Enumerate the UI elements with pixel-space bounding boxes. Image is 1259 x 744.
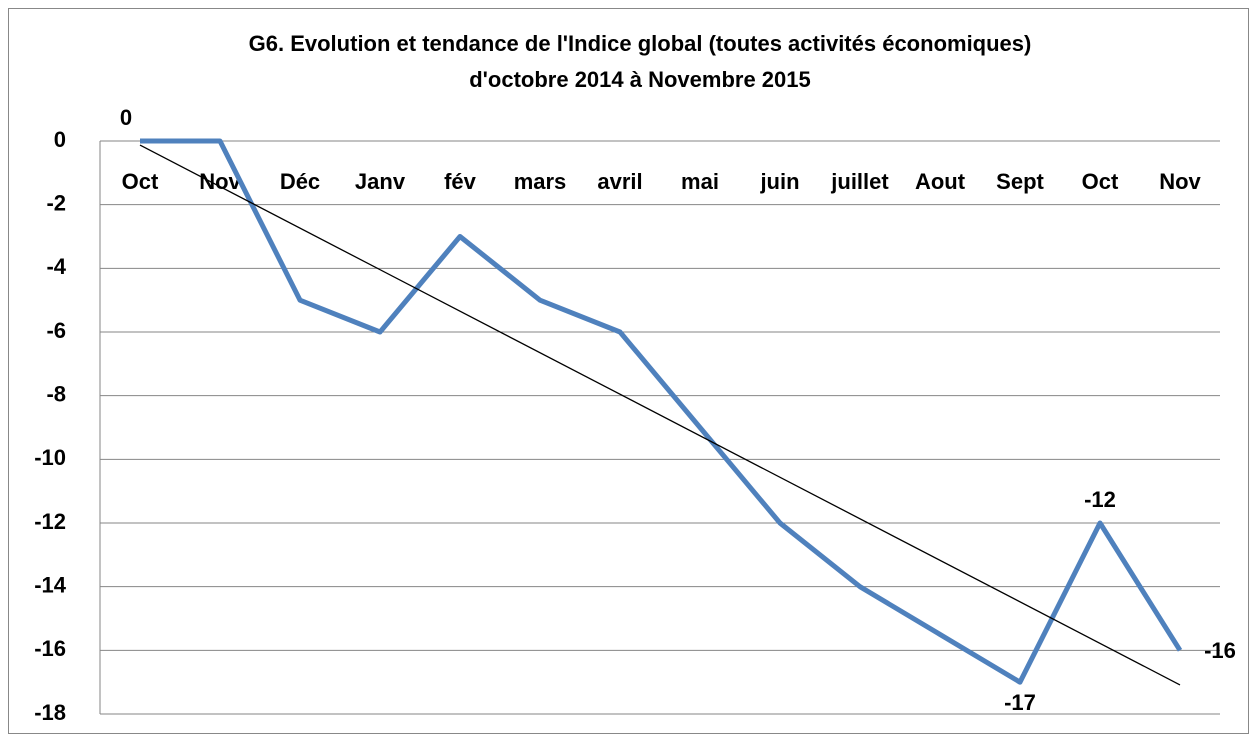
chart-frame <box>8 8 1249 734</box>
y-tick-label: -18 <box>34 700 66 725</box>
x-tick-label: Oct <box>122 169 159 194</box>
x-tick-label: juin <box>759 169 799 194</box>
data-label: -17 <box>1004 690 1036 715</box>
y-tick-label: -4 <box>46 254 66 279</box>
x-tick-label: Nov <box>1159 169 1201 194</box>
x-tick-label: fév <box>444 169 477 194</box>
x-tick-label: Aout <box>915 169 966 194</box>
x-tick-label: Janv <box>355 169 406 194</box>
data-label: -16 <box>1204 638 1236 663</box>
x-tick-label: juillet <box>830 169 889 194</box>
x-tick-label: avril <box>597 169 642 194</box>
y-tick-label: -6 <box>46 318 66 343</box>
y-tick-label: -12 <box>34 509 66 534</box>
x-tick-label: mai <box>681 169 719 194</box>
y-tick-label: -8 <box>46 381 66 406</box>
trendline <box>139 144 1181 686</box>
x-tick-label: Oct <box>1082 169 1119 194</box>
x-tick-label: mars <box>514 169 567 194</box>
data-label: -12 <box>1084 487 1116 512</box>
y-tick-label: -10 <box>34 445 66 470</box>
x-tick-label: Sept <box>996 169 1044 194</box>
chart-title: G6. Evolution et tendance de l'Indice gl… <box>248 31 1032 92</box>
y-tick-label: -2 <box>46 190 66 215</box>
y-tick-label: -14 <box>34 572 67 597</box>
y-tick-label: -16 <box>34 636 66 661</box>
y-tick-label: 0 <box>54 127 66 152</box>
line-series <box>140 138 1183 685</box>
x-tick-label: Déc <box>280 169 320 194</box>
data-label: 0 <box>120 105 132 130</box>
